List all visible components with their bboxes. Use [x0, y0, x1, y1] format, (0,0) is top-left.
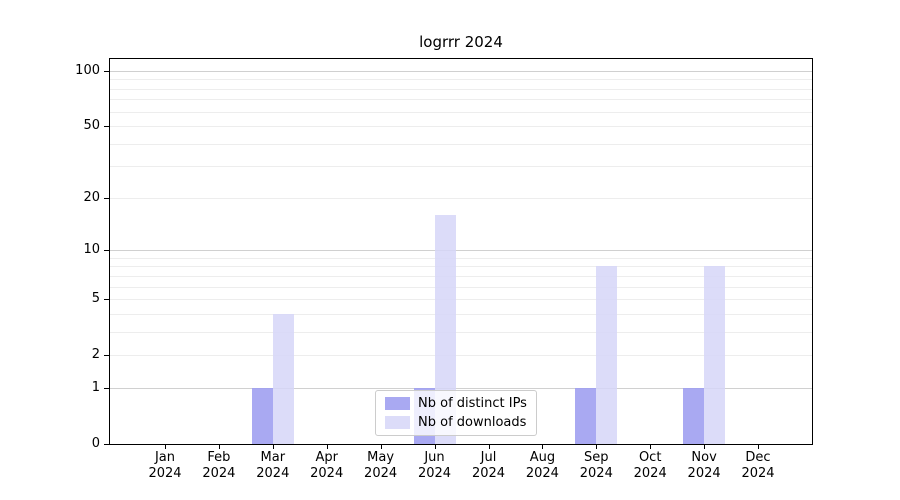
major-gridline-1	[110, 388, 812, 389]
y-tick-mark-100	[104, 70, 109, 72]
x-tick-mark-apr	[326, 445, 328, 449]
x-tick-label-dec: Dec 2024	[741, 450, 775, 481]
x-tick-label-jan: Jan 2024	[148, 450, 182, 481]
x-tick-mark-jan	[165, 445, 166, 449]
minor-gridline-80	[110, 88, 812, 90]
minor-gridline-9	[110, 257, 812, 259]
minor-gridline-6	[110, 286, 812, 288]
bar-nb-of-downloads-mar	[272, 313, 294, 444]
y-tick-mark-2	[104, 355, 109, 357]
bar-nb-of-distinct-ips-sep	[575, 388, 597, 444]
x-tick-mark-feb	[218, 445, 220, 449]
x-tick-mark-dec	[758, 445, 759, 449]
x-tick-label-feb: Feb 2024	[202, 450, 236, 481]
x-tick-label-may: May 2024	[364, 450, 398, 481]
minor-gridline-40	[110, 143, 812, 145]
x-tick-mark-mar	[272, 445, 274, 449]
x-tick-mark-jul	[488, 445, 490, 449]
bar-nb-of-distinct-ips-mar	[251, 388, 273, 444]
y-tick-label-100: 100	[75, 62, 100, 78]
x-tick-mark-jun	[434, 445, 436, 449]
y-tick-mark-20	[104, 197, 109, 199]
legend-item-downloads: Nb of downloads	[385, 415, 527, 430]
minor-gridline-60	[110, 111, 812, 113]
legend-label-distinct-ips: Nb of distinct IPs	[418, 396, 527, 411]
x-tick-label-aug: Aug 2024	[525, 450, 559, 481]
x-tick-label-jul: Jul 2024	[471, 450, 506, 481]
x-tick-mark-aug	[542, 445, 544, 449]
x-tick-label-nov: Nov 2024	[687, 450, 721, 481]
minor-gridline-2	[110, 355, 812, 357]
legend: Nb of distinct IPs Nb of downloads	[375, 390, 537, 436]
y-tick-label-50: 50	[83, 118, 100, 134]
x-tick-label-oct: Oct 2024	[633, 450, 667, 481]
y-tick-label-0: 0	[91, 436, 100, 451]
minor-gridline-7	[110, 275, 812, 277]
y-tick-label-2: 2	[91, 347, 100, 363]
minor-gridline-5	[110, 299, 812, 301]
minor-gridline-4	[110, 313, 812, 315]
bar-nb-of-downloads-nov	[704, 266, 726, 444]
y-tick-label-10: 10	[83, 242, 100, 258]
legend-swatch-distinct-ips	[385, 397, 410, 410]
legend-label-downloads: Nb of downloads	[418, 415, 527, 430]
major-gridline-10	[110, 250, 812, 252]
minor-gridline-90	[110, 79, 812, 81]
plot-area: Nb of distinct IPs Nb of downloads	[109, 58, 813, 445]
x-tick-mark-may	[380, 445, 382, 449]
major-gridline-100	[110, 70, 812, 72]
y-tick-mark-0	[104, 444, 109, 445]
bar-nb-of-downloads-sep	[596, 266, 618, 444]
y-tick-label-1: 1	[91, 380, 100, 395]
x-tick-label-apr: Apr 2024	[310, 450, 344, 481]
x-tick-mark-nov	[704, 445, 706, 449]
x-tick-label-sep: Sep 2024	[579, 450, 613, 481]
legend-swatch-downloads	[385, 416, 410, 429]
legend-item-distinct-ips: Nb of distinct IPs	[385, 396, 527, 411]
minor-gridline-70	[110, 99, 812, 101]
y-tick-label-5: 5	[91, 291, 100, 307]
minor-gridline-3	[110, 331, 812, 333]
bar-nb-of-distinct-ips-nov	[683, 388, 705, 444]
x-tick-mark-sep	[596, 445, 598, 449]
x-tick-label-mar: Mar 2024	[256, 450, 290, 481]
bar-nb-of-downloads-jun	[434, 214, 456, 444]
x-tick-mark-oct	[650, 445, 652, 449]
minor-gridline-50	[110, 126, 812, 128]
y-tick-mark-5	[104, 299, 109, 301]
minor-gridline-8	[110, 266, 812, 268]
y-tick-mark-10	[104, 250, 109, 252]
minor-gridline-30	[110, 166, 812, 168]
y-tick-label-20: 20	[83, 189, 100, 205]
minor-gridline-20	[110, 197, 812, 199]
y-tick-mark-50	[104, 126, 109, 128]
y-tick-mark-1	[104, 388, 109, 389]
chart-title: logrrr 2024	[419, 33, 503, 51]
x-tick-label-jun: Jun 2024	[417, 450, 452, 481]
